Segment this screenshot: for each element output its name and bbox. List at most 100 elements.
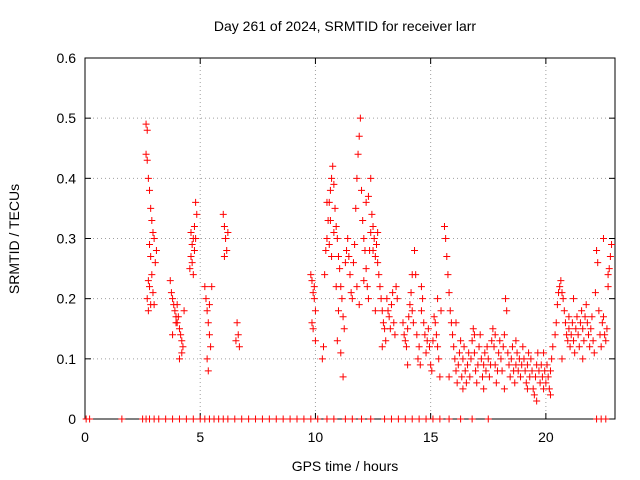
data-point bbox=[514, 367, 522, 375]
data-point bbox=[468, 337, 476, 345]
data-point bbox=[344, 235, 352, 242]
data-point bbox=[409, 319, 417, 327]
data-point bbox=[444, 271, 452, 279]
data-point bbox=[142, 120, 150, 128]
data-point bbox=[498, 367, 506, 375]
data-point bbox=[548, 355, 556, 363]
data-point bbox=[589, 337, 597, 345]
data-point bbox=[205, 301, 213, 309]
data-point bbox=[336, 265, 344, 273]
data-point bbox=[356, 114, 364, 122]
data-point bbox=[512, 337, 520, 345]
data-point bbox=[393, 295, 401, 303]
data-point bbox=[500, 331, 508, 339]
data-point bbox=[177, 331, 185, 339]
data-point bbox=[146, 241, 154, 249]
data-point bbox=[369, 222, 377, 230]
data-point bbox=[581, 313, 589, 321]
data-point bbox=[413, 331, 421, 339]
data-point bbox=[326, 216, 334, 224]
data-point bbox=[381, 415, 389, 423]
data-point bbox=[567, 331, 575, 339]
data-point bbox=[391, 331, 399, 339]
data-point bbox=[148, 271, 156, 279]
data-point bbox=[189, 271, 197, 279]
data-point bbox=[394, 415, 402, 423]
data-point bbox=[458, 373, 466, 381]
data-point bbox=[475, 343, 483, 351]
data-point bbox=[570, 337, 578, 345]
data-point bbox=[169, 331, 177, 339]
data-point bbox=[530, 391, 538, 399]
data-point bbox=[523, 361, 531, 369]
y-axis-label: SRMTID / TECUs bbox=[6, 184, 22, 294]
data-point bbox=[404, 361, 412, 369]
data-point bbox=[204, 367, 212, 375]
data-point bbox=[427, 361, 435, 369]
data-point bbox=[175, 415, 183, 423]
data-point bbox=[147, 253, 155, 261]
data-point bbox=[178, 349, 186, 357]
data-point bbox=[300, 415, 308, 423]
data-point bbox=[404, 325, 412, 333]
data-point bbox=[330, 415, 338, 423]
data-point bbox=[446, 307, 454, 315]
data-point bbox=[355, 301, 363, 309]
data-point bbox=[451, 355, 459, 363]
data-point bbox=[500, 385, 508, 393]
data-point bbox=[462, 379, 470, 387]
data-point bbox=[570, 295, 578, 303]
data-point bbox=[402, 343, 410, 351]
data-point bbox=[223, 247, 231, 255]
data-point bbox=[429, 337, 437, 345]
data-point bbox=[586, 343, 594, 351]
data-point bbox=[470, 331, 478, 339]
data-point bbox=[387, 301, 395, 309]
data-point bbox=[310, 295, 318, 303]
data-point bbox=[265, 415, 273, 423]
data-point bbox=[144, 174, 152, 182]
data-point bbox=[333, 337, 341, 345]
data-point bbox=[220, 222, 228, 230]
data-point bbox=[583, 319, 591, 327]
data-point bbox=[152, 247, 160, 255]
data-point bbox=[238, 415, 246, 423]
data-point bbox=[323, 198, 331, 206]
data-point bbox=[232, 337, 240, 345]
data-point bbox=[399, 319, 407, 327]
data-point bbox=[367, 415, 375, 423]
data-point bbox=[220, 253, 228, 261]
data-point bbox=[347, 289, 355, 297]
data-point bbox=[411, 247, 419, 255]
data-point bbox=[333, 235, 341, 242]
data-point bbox=[605, 265, 613, 273]
data-point bbox=[532, 373, 539, 381]
data-point bbox=[454, 361, 462, 369]
data-point bbox=[472, 367, 480, 375]
data-point bbox=[491, 361, 499, 369]
data-point bbox=[190, 222, 198, 230]
data-point bbox=[450, 343, 458, 351]
data-point bbox=[574, 331, 582, 339]
data-point bbox=[459, 355, 467, 363]
data-point bbox=[172, 319, 180, 327]
data-point bbox=[155, 415, 163, 423]
x-tick-label: 0 bbox=[81, 429, 89, 445]
data-point bbox=[169, 295, 177, 303]
data-point bbox=[382, 337, 390, 345]
data-point bbox=[552, 319, 560, 327]
data-point bbox=[466, 373, 474, 381]
data-point bbox=[258, 415, 266, 423]
data-point bbox=[568, 319, 576, 327]
data-point bbox=[419, 295, 427, 303]
data-point bbox=[203, 355, 211, 363]
data-point bbox=[368, 210, 376, 218]
data-point bbox=[149, 228, 157, 236]
data-point bbox=[174, 313, 182, 321]
data-point bbox=[572, 325, 580, 333]
data-point bbox=[252, 415, 260, 423]
data-point bbox=[459, 385, 467, 393]
data-point bbox=[457, 415, 465, 423]
data-point bbox=[540, 349, 548, 357]
